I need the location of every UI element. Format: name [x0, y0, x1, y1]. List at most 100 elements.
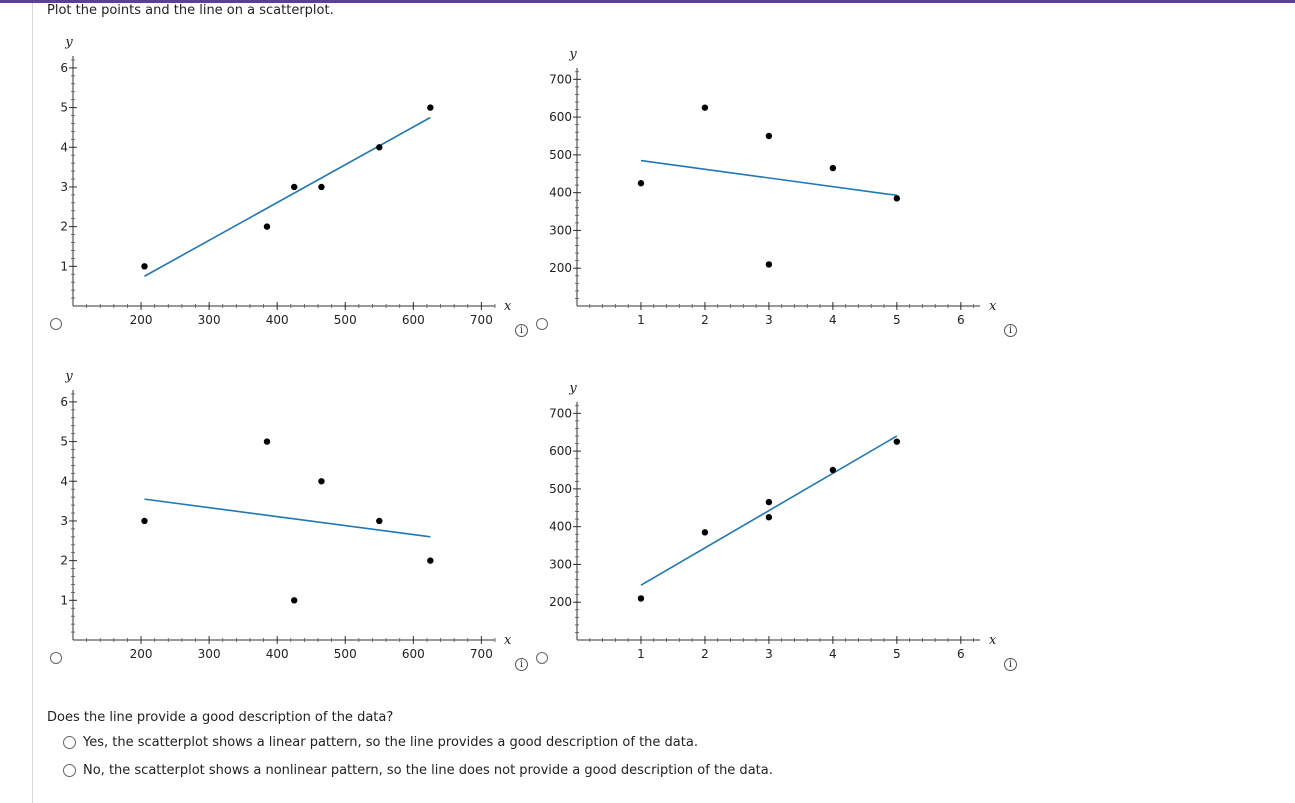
top-accent-bar — [0, 0, 1295, 3]
y-tick-label: 3 — [60, 514, 68, 528]
x-tick-label: 500 — [334, 313, 357, 327]
data-point — [765, 514, 773, 521]
x-tick-label: 6 — [957, 313, 965, 327]
data-point — [263, 223, 271, 230]
x-tick-label: 1 — [637, 647, 645, 661]
data-point — [701, 529, 709, 536]
radio-button[interactable] — [63, 764, 76, 777]
choice-no[interactable]: No, the scatterplot shows a nonlinear pa… — [63, 763, 773, 778]
y-tick-label: 200 — [549, 261, 572, 275]
y-tick-label: 4 — [60, 474, 68, 488]
fit-line — [144, 498, 431, 538]
data-point — [765, 498, 773, 506]
y-tick-label: 400 — [549, 520, 572, 534]
scatterplot-option-3: 200 300 400 500 600 700 1 2 3 4 5 6 x y — [60, 369, 512, 661]
x-tick-label: 1 — [637, 313, 645, 327]
fit-line — [144, 116, 431, 277]
x-tick-label: 6 — [957, 647, 965, 661]
x-tick-label: 500 — [334, 647, 357, 661]
info-icon[interactable]: i — [1004, 658, 1017, 671]
data-point — [291, 183, 298, 191]
y-axis-label: y — [568, 381, 577, 396]
scatterplot-option-1: 200 300 400 500 600 700 1 2 3 4 5 6 x y — [60, 35, 512, 327]
data-point — [765, 261, 773, 268]
data-point — [141, 517, 148, 525]
data-point — [427, 557, 434, 564]
data-point — [893, 438, 901, 445]
x-tick-label: 3 — [765, 647, 773, 661]
choice-yes[interactable]: Yes, the scatterplot shows a linear patt… — [63, 735, 698, 750]
y-tick-label: 5 — [60, 435, 68, 449]
data-point — [318, 183, 325, 191]
data-point — [263, 438, 271, 445]
x-tick-label: 2 — [701, 647, 709, 661]
data-point — [376, 144, 383, 151]
y-axis-label: y — [568, 47, 577, 62]
data-point — [318, 478, 325, 485]
y-tick-label: 300 — [549, 223, 572, 237]
x-tick-label: 300 — [198, 313, 221, 327]
data-point — [829, 164, 837, 172]
x-tick-label: 4 — [829, 313, 837, 327]
data-point — [637, 180, 645, 187]
y-tick-label: 6 — [60, 395, 68, 409]
x-tick-label: 700 — [470, 313, 493, 327]
plot-option-radio-3[interactable] — [50, 652, 62, 664]
y-tick-label: 400 — [549, 186, 572, 200]
y-tick-label: 600 — [549, 444, 572, 458]
left-divider — [32, 3, 33, 803]
x-tick-label: 4 — [829, 647, 837, 661]
y-tick-label: 3 — [60, 180, 68, 194]
y-tick-label: 700 — [549, 72, 572, 86]
data-point — [141, 263, 148, 270]
y-tick-label: 700 — [549, 406, 572, 420]
plot-option-radio-1[interactable] — [50, 318, 62, 330]
x-tick-label: 200 — [130, 313, 153, 327]
data-point — [765, 132, 773, 140]
data-point — [427, 104, 434, 111]
y-axis-label: y — [64, 35, 73, 50]
x-axis-label: x — [989, 633, 997, 648]
y-tick-label: 1 — [60, 593, 68, 607]
x-tick-label: 300 — [198, 647, 221, 661]
x-tick-label: 5 — [893, 647, 901, 661]
x-tick-label: 2 — [701, 313, 709, 327]
data-point — [893, 195, 901, 202]
data-point — [829, 466, 837, 474]
x-axis-label: x — [989, 299, 997, 314]
x-tick-label: 200 — [130, 647, 153, 661]
x-tick-label: 400 — [266, 647, 289, 661]
question-text: Does the line provide a good description… — [47, 710, 394, 725]
info-icon[interactable]: i — [515, 658, 528, 671]
data-point — [376, 517, 383, 525]
x-tick-label: 400 — [266, 313, 289, 327]
choice-yes-label: Yes, the scatterplot shows a linear patt… — [83, 735, 698, 750]
fit-line — [640, 159, 897, 197]
x-tick-label: 600 — [402, 313, 425, 327]
scatterplot-option-2: 1 2 3 4 5 6 200 300 400 500 600 700 x y — [549, 47, 997, 327]
y-tick-label: 200 — [549, 595, 572, 609]
y-tick-label: 4 — [60, 140, 68, 154]
y-axis-label: y — [64, 369, 73, 384]
x-axis-label: x — [504, 299, 512, 314]
data-point — [637, 595, 645, 602]
radio-button[interactable] — [63, 736, 76, 749]
plot-option-radio-2[interactable] — [536, 318, 548, 330]
y-tick-label: 5 — [60, 101, 68, 115]
x-tick-label: 5 — [893, 313, 901, 327]
scatterplot-option-4: 1 2 3 4 5 6 200 300 400 500 600 700 x y — [549, 381, 997, 661]
x-axis-label: x — [504, 633, 512, 648]
plot-option-radio-4[interactable] — [536, 652, 548, 664]
y-tick-label: 1 — [60, 259, 68, 273]
y-tick-label: 500 — [549, 482, 572, 496]
y-tick-label: 2 — [60, 554, 68, 568]
x-tick-label: 700 — [470, 647, 493, 661]
info-icon[interactable]: i — [1004, 324, 1017, 337]
choice-no-label: No, the scatterplot shows a nonlinear pa… — [83, 763, 773, 778]
y-tick-label: 300 — [549, 557, 572, 571]
y-tick-label: 6 — [60, 61, 68, 75]
x-tick-label: 3 — [765, 313, 773, 327]
instruction-text: Plot the points and the line on a scatte… — [47, 3, 334, 18]
fit-line — [640, 435, 898, 586]
info-icon[interactable]: i — [515, 324, 528, 337]
